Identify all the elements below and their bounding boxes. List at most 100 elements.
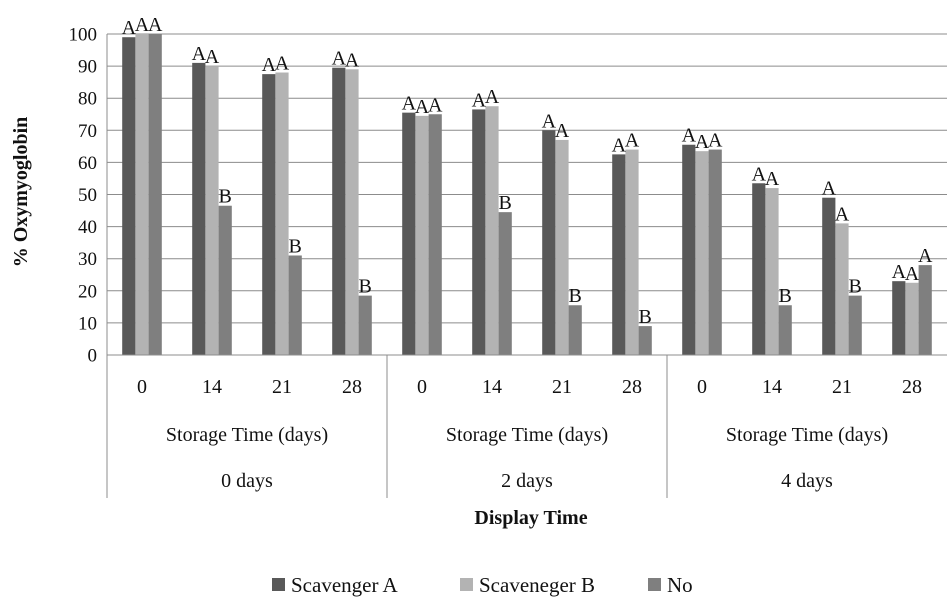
- x-group-label: 2 days: [501, 470, 553, 492]
- bar: [752, 183, 766, 355]
- bar: [358, 295, 372, 355]
- bar: [135, 34, 149, 355]
- significance-letter: A: [485, 86, 500, 108]
- bar: [892, 281, 906, 355]
- significance-letter: B: [639, 306, 652, 328]
- y-tick-label: 70: [78, 121, 97, 142]
- y-tick-label: 0: [88, 346, 98, 367]
- bar: [428, 114, 442, 355]
- x-sub-axis-label: Storage Time (days): [446, 424, 608, 446]
- legend-label: No: [667, 573, 693, 597]
- y-tick-label: 10: [78, 313, 97, 334]
- x-tick-label: 0: [137, 376, 147, 398]
- bar: [708, 149, 722, 355]
- gridlines: [107, 33, 947, 356]
- y-tick-label: 20: [78, 281, 97, 302]
- significance-letter: B: [569, 285, 582, 307]
- significance-letter: A: [415, 96, 430, 118]
- significance-letter: A: [148, 14, 163, 36]
- significance-letter: A: [905, 263, 920, 285]
- significance-letter: B: [359, 276, 372, 298]
- legend: Scavenger A Scaveneger B No: [272, 573, 693, 597]
- y-tick-label: 100: [69, 25, 98, 46]
- bar: [638, 326, 652, 355]
- significance-letter: A: [332, 48, 347, 70]
- bars: [122, 34, 932, 356]
- significance-letter: A: [822, 178, 837, 200]
- legend-swatch: [460, 578, 473, 591]
- bar: [765, 188, 779, 355]
- bar: [262, 74, 276, 355]
- significance-letter: A: [472, 89, 487, 111]
- axes: [106, 34, 947, 498]
- significance-letter: A: [135, 14, 150, 36]
- significance-letter: A: [345, 49, 360, 71]
- bar: [822, 197, 836, 355]
- bar: [918, 265, 932, 355]
- bar: [205, 66, 219, 355]
- significance-letter: A: [542, 110, 557, 132]
- bar: [568, 305, 582, 355]
- bar: [625, 149, 639, 355]
- x-category-labels: 0 14 21 28 Storage Time (days) 0 days 0 14 21 28 S…: [137, 376, 922, 492]
- y-tick-label: 80: [78, 89, 97, 110]
- x-axis-title: Display Time: [474, 507, 587, 529]
- x-tick-label: 14: [202, 376, 222, 398]
- bar: [835, 223, 849, 355]
- y-tick-label: 90: [78, 57, 97, 78]
- significance-letter: A: [555, 120, 570, 142]
- significance-letter: A: [918, 245, 933, 267]
- bar: [905, 282, 919, 355]
- x-tick-label: 28: [902, 376, 922, 398]
- bar: [345, 69, 359, 355]
- x-sub-axis-label: Storage Time (days): [726, 424, 888, 446]
- y-axis-title: % Oxymyoglobin: [10, 117, 32, 268]
- significance-letter: B: [499, 192, 512, 214]
- bar: [778, 305, 792, 355]
- significance-letter: B: [779, 285, 792, 307]
- x-tick-label: 28: [342, 376, 362, 398]
- bar: [402, 112, 416, 356]
- legend-swatch: [272, 578, 285, 591]
- bar: [332, 67, 346, 355]
- x-sub-axis-label: Storage Time (days): [166, 424, 328, 446]
- significance-letter: A: [275, 53, 290, 75]
- x-tick-label: 28: [622, 376, 642, 398]
- bar: [612, 154, 626, 355]
- bar: [192, 62, 206, 355]
- bar: [472, 109, 486, 355]
- x-tick-label: 14: [762, 376, 782, 398]
- bar: [122, 37, 136, 356]
- x-tick-label: 0: [417, 376, 427, 398]
- significance-letter: A: [205, 46, 220, 68]
- significance-letter: A: [765, 168, 780, 190]
- significance-letter: A: [708, 130, 723, 152]
- bar: [695, 151, 709, 355]
- bar: [555, 139, 569, 355]
- bar: [288, 255, 302, 355]
- significance-letter: A: [752, 163, 767, 185]
- bar: [415, 115, 429, 355]
- significance-letter: A: [682, 125, 697, 147]
- y-tick-label: 40: [78, 217, 97, 238]
- bar: [848, 295, 862, 355]
- bar: [148, 34, 162, 355]
- y-tick-label: 50: [78, 185, 97, 206]
- bar: [498, 212, 512, 355]
- bar: [275, 72, 289, 356]
- significance-letter: A: [262, 54, 277, 76]
- significance-letter: A: [612, 134, 627, 156]
- significance-letter: A: [122, 17, 137, 39]
- significance-letter: A: [892, 261, 907, 283]
- y-tick-label: 30: [78, 249, 97, 270]
- bar: [218, 205, 232, 355]
- bar: [682, 144, 696, 355]
- significance-letter: A: [428, 94, 443, 116]
- significance-letter: A: [695, 131, 710, 153]
- y-tick-label: 60: [78, 153, 97, 174]
- significance-letter: A: [625, 130, 640, 152]
- x-tick-label: 21: [552, 376, 572, 398]
- significance-letter: B: [289, 235, 302, 257]
- significance-letter: A: [192, 43, 207, 65]
